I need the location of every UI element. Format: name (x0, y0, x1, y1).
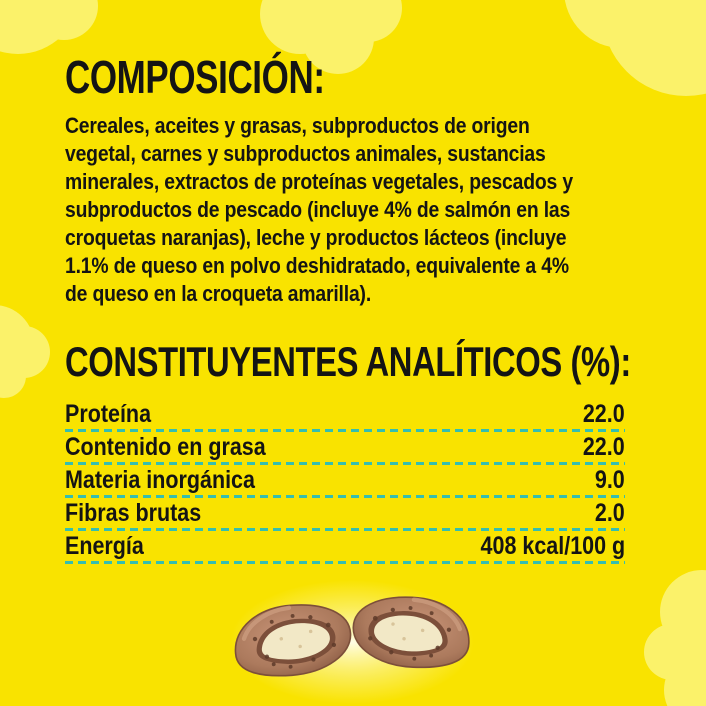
row-value: 408 kcal/100 g (480, 532, 625, 560)
table-row: Contenido en grasa 22.0 (65, 432, 625, 462)
row-value: 9.0 (595, 466, 625, 494)
row-label: Contenido en grasa (65, 433, 266, 461)
row-label: Materia inorgánica (65, 466, 255, 494)
row-value: 22.0 (583, 433, 625, 461)
composition-text: Cereales, aceites y grasas, subproductos… (65, 112, 573, 308)
row-label: Fibras brutas (65, 499, 202, 527)
dashed-divider (65, 495, 625, 498)
row-value: 22.0 (583, 400, 625, 428)
composition-line: 1.1% de queso en polvo deshidratado, equ… (65, 253, 569, 278)
composition-line: minerales, extractos de proteínas vegeta… (65, 169, 573, 194)
row-value: 2.0 (595, 499, 625, 527)
dashed-divider (65, 561, 625, 564)
constituents-title: CONSTITUYENTES ANALÍTICOS (%): (65, 338, 631, 385)
dashed-divider (65, 462, 625, 465)
composition-line: subproductos de pescado (incluye 4% de s… (65, 197, 571, 222)
row-label: Energía (65, 532, 144, 560)
treats-cross-section-image (228, 580, 476, 704)
row-label: Proteína (65, 400, 152, 428)
composition-title: COMPOSICIÓN: (65, 51, 325, 103)
dashed-divider (65, 528, 625, 531)
table-row: Materia inorgánica 9.0 (65, 465, 625, 495)
composition-line: croquetas naranjas), leche y productos l… (65, 225, 567, 250)
table-row: Proteína 22.0 (65, 399, 625, 429)
constituents-table: Proteína 22.0 Contenido en grasa 22.0 Ma… (65, 399, 625, 564)
dashed-divider (65, 429, 625, 432)
composition-line: de queso en la croqueta amarilla). (65, 281, 372, 306)
composition-line: Cereales, aceites y grasas, subproductos… (65, 113, 530, 138)
table-row: Energía 408 kcal/100 g (65, 531, 625, 561)
table-row: Fibras brutas 2.0 (65, 498, 625, 528)
composition-line: vegetal, carnes y subproductos animales,… (65, 141, 546, 166)
